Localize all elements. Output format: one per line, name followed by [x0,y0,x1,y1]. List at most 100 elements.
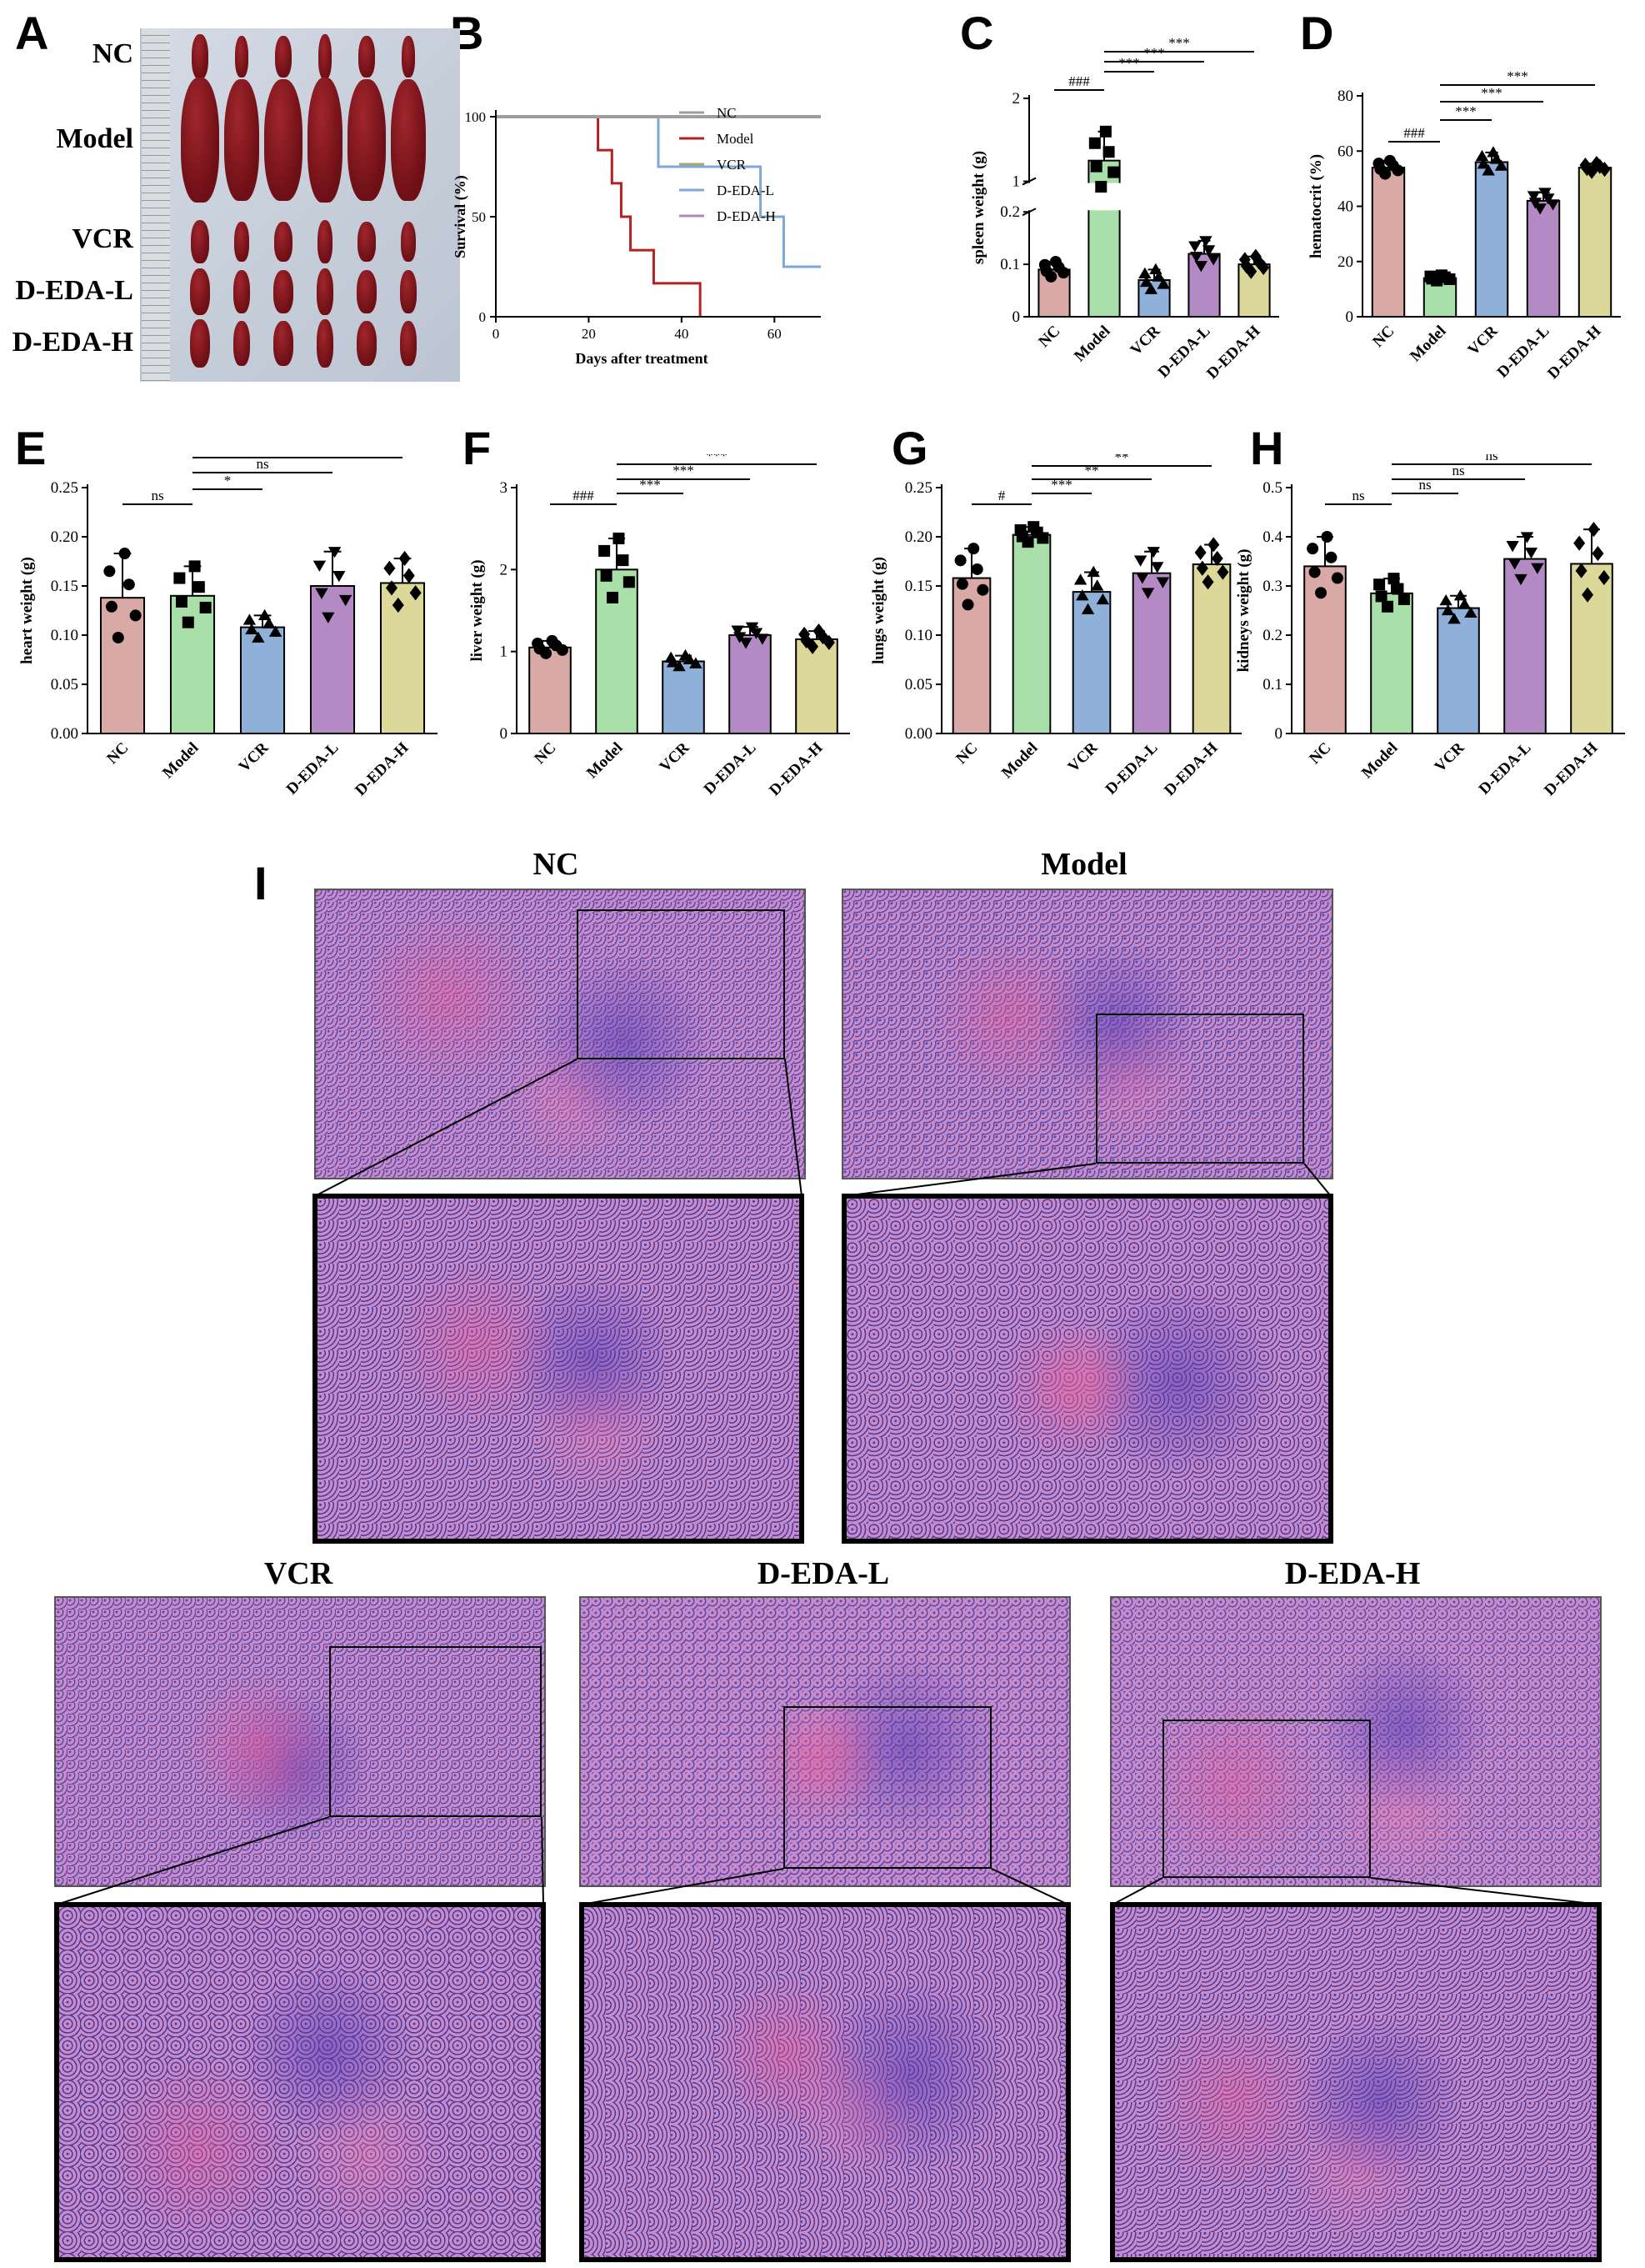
y-axis-label: hematocrit (%) [1308,154,1325,258]
data-point [322,612,335,623]
data-point [1506,541,1519,553]
data-point [1156,577,1170,588]
bar-vcr [662,660,705,734]
x-tick-label: Model [998,739,1041,782]
spleen-specimen [273,321,293,366]
y-tick-label: 50 [472,209,486,225]
data-point [1240,258,1252,274]
y-tick-label: 0.00 [51,725,78,743]
data-point [392,597,404,613]
data-point [956,578,968,590]
histology-title-vcr: VCR [263,1556,333,1591]
spleen-specimen [357,270,377,313]
histology-image-model [842,889,1333,1179]
bar-d-eda-l [309,585,356,734]
panel-letter-a: A [15,7,49,59]
y-tick-label: 0.05 [905,676,932,693]
x-axis-label: Days after treatment [575,350,708,367]
data-point [402,568,415,583]
legend-label: NC [717,105,737,121]
spleen-specimen [400,321,417,366]
data-point [678,648,692,661]
significance-label: *** [1168,35,1190,51]
data-point [1528,198,1542,209]
histology-title-model: Model [1041,847,1128,882]
x-tick-label: NC [1306,739,1334,768]
y-tick-label: 0.15 [51,578,78,595]
data-point [1520,532,1534,543]
spleen-row-label: NC [92,38,133,69]
x-tick-label: VCR [1065,738,1102,775]
y-tick-label: 0.2 [1000,203,1020,221]
data-point [1090,579,1104,591]
panel-letter-g: G [892,422,928,474]
data-point [1375,590,1388,603]
data-point [1575,563,1588,578]
data-point [1090,160,1102,173]
data-point [612,532,625,544]
data-point [1087,565,1100,578]
bar-model [1370,592,1413,734]
data-point [739,638,752,649]
x-tick-label: NC [1035,323,1063,351]
significance-label: *** [1118,55,1140,71]
data-point [175,595,188,608]
y-tick-label: 0.05 [51,676,78,693]
data-point [1194,261,1208,273]
zoom-region-box [1162,1720,1371,1878]
data-point [1217,564,1229,580]
data-point [1441,603,1455,616]
y-tick-label: 0.20 [905,528,932,546]
panel-letter-h: H [1250,422,1284,474]
y-tick-label: 0.2 [1262,627,1282,644]
data-point [1514,573,1528,586]
y-tick-label: 0.4 [1262,528,1282,546]
data-point [1439,594,1452,606]
data-point [1016,530,1028,543]
data-point [1435,269,1448,282]
data-point [666,656,680,668]
legend-label: D-EDA-H [717,208,776,224]
survival-line-d-eda-l [496,115,821,268]
data-point [129,609,142,622]
y-axis-label: spleen weight (g) [970,151,988,264]
y-tick-label: 0 [1346,308,1354,326]
histology-zoom-nc [312,1194,804,1544]
data-point [1494,159,1508,171]
data-point [1307,543,1319,555]
data-point [1049,255,1062,268]
bar-d-eda-l [1526,199,1561,318]
data-point [1157,278,1170,289]
significance-label: *** [706,454,728,463]
data-point [1088,137,1101,149]
data-point [1582,587,1594,603]
data-point [1096,593,1110,605]
data-point [262,617,276,628]
spleen-specimen [233,270,250,313]
histology-title-nc: NC [532,847,579,882]
bar-nc [1371,167,1406,318]
y-tick-label: 2 [1012,90,1021,108]
x-tick-label: Model [1358,739,1401,782]
significance-label: *** [1455,103,1477,119]
x-tick-label: 60 [768,326,782,342]
data-point [1099,125,1112,138]
x-tick-label: NC [1369,323,1398,351]
y-tick-label: 0.15 [905,578,932,595]
data-point [122,578,135,591]
data-point [338,594,352,607]
data-point [1202,245,1216,257]
data-point [1102,146,1115,158]
data-point [968,543,980,555]
data-point [1383,154,1396,167]
spleen-specimen [357,321,377,366]
panel-letter-i: I [254,857,268,909]
significance-label: *** [1051,477,1072,493]
panel-letter-c: C [960,7,994,59]
spleen-specimen [181,78,219,203]
panel-letter-f: F [462,422,492,474]
y-axis-label: lungs weight (g) [871,557,888,664]
data-point [672,659,686,672]
panel-letter-e: E [15,422,47,474]
